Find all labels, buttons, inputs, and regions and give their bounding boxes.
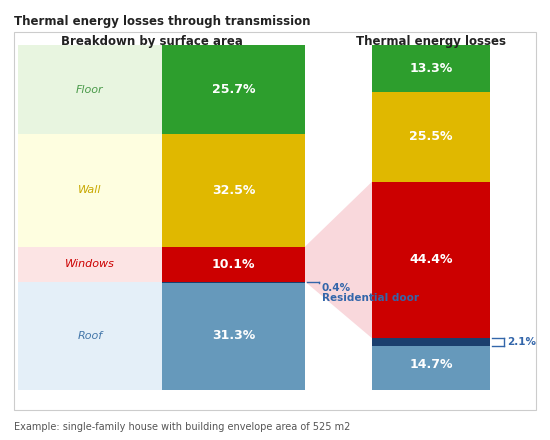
Bar	[162, 134, 305, 246]
Text: 10.1%: 10.1%	[212, 257, 255, 271]
Text: 32.5%: 32.5%	[212, 184, 255, 197]
Text: 31.3%: 31.3%	[212, 329, 255, 342]
Bar	[162, 45, 305, 134]
Text: Thermal energy losses through transmission: Thermal energy losses through transmissi…	[14, 15, 311, 28]
Text: Example: single-family house with building envelope area of 525 m2: Example: single-family house with buildi…	[14, 422, 350, 432]
Text: Windows: Windows	[65, 259, 115, 269]
Bar	[162, 246, 305, 282]
Bar	[372, 182, 490, 338]
Text: 25.5%: 25.5%	[409, 130, 453, 143]
Text: Breakdown by surface area: Breakdown by surface area	[60, 35, 243, 48]
Bar	[18, 246, 305, 282]
Text: Wall: Wall	[78, 185, 102, 195]
Bar	[372, 338, 490, 390]
Bar	[162, 282, 305, 390]
Text: 44.4%: 44.4%	[409, 253, 453, 267]
Bar	[162, 282, 305, 283]
Bar	[18, 134, 305, 246]
Text: 25.7%: 25.7%	[212, 83, 255, 96]
Text: 14.7%: 14.7%	[409, 358, 453, 370]
Bar	[18, 282, 305, 390]
Text: 2.1%: 2.1%	[507, 337, 536, 347]
Bar	[18, 45, 305, 134]
Bar	[372, 45, 490, 92]
Text: 13.3%: 13.3%	[409, 62, 453, 75]
Bar	[372, 338, 490, 345]
Bar	[372, 92, 490, 182]
FancyBboxPatch shape	[14, 32, 536, 410]
Text: Residential door: Residential door	[322, 293, 419, 303]
Polygon shape	[305, 182, 372, 338]
Text: 0.4%: 0.4%	[322, 282, 351, 293]
Text: Thermal energy losses: Thermal energy losses	[356, 35, 506, 48]
Text: Floor: Floor	[76, 84, 104, 95]
Text: Roof: Roof	[78, 331, 102, 341]
